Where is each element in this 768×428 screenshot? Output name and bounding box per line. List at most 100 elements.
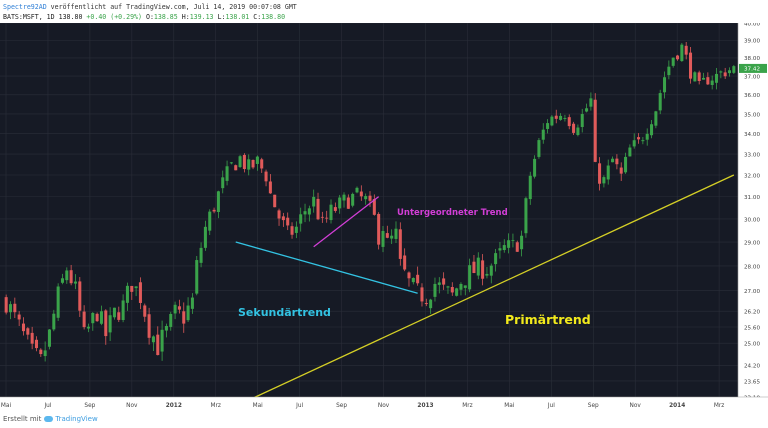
candle-body [173, 304, 177, 314]
last-price: 138.80 [58, 13, 83, 21]
candle [216, 190, 220, 219]
time-tick-label: Mai [253, 403, 264, 409]
candle [515, 240, 519, 252]
candle-body [13, 303, 17, 313]
candle [377, 212, 381, 250]
candle [671, 57, 675, 68]
candle-body [30, 332, 34, 344]
price-tick-label: 38.00 [744, 56, 760, 62]
candle-body [26, 328, 30, 335]
time-tick-label: Sep [336, 403, 347, 409]
candle [645, 128, 649, 146]
current-price-tag [739, 63, 767, 73]
candle [247, 154, 251, 176]
chart-background [0, 23, 768, 412]
candle-body [424, 303, 428, 305]
candle [598, 157, 602, 191]
candle [169, 311, 173, 331]
candle-body [450, 287, 454, 293]
candle-body [251, 159, 255, 168]
candle-body [398, 229, 402, 259]
candle-body [437, 282, 441, 285]
time-tick-label: Nov [630, 403, 642, 409]
candle-body [151, 336, 155, 343]
candle [489, 263, 493, 284]
candle-body [355, 187, 359, 193]
candle [732, 65, 736, 75]
candle-body [286, 217, 290, 226]
candle-body [563, 118, 567, 119]
candle-body [611, 158, 615, 163]
footer-prefix: Erstellt mit [3, 415, 42, 423]
candle [355, 186, 359, 194]
price-tick-label: 34.00 [744, 132, 760, 138]
candle-body [515, 242, 519, 252]
candle [416, 266, 420, 286]
candle-body [247, 159, 251, 170]
candle [541, 123, 545, 144]
candle [446, 285, 450, 294]
candle-body [481, 260, 485, 279]
publish-info: Spectre92AD veröffentlicht auf TradingVi… [3, 3, 297, 11]
price-axis-background [738, 23, 768, 412]
candle [208, 209, 212, 236]
candle [234, 164, 238, 171]
candle-body [95, 313, 99, 322]
price-chart[interactable]: Untergeordneter Trend Sekundärtrend Primär… [0, 21, 768, 428]
price-tick-label: 28.00 [744, 264, 760, 270]
candle-body [333, 207, 337, 211]
candle [576, 124, 580, 137]
candle [437, 277, 441, 294]
candle-body [108, 315, 112, 333]
candle-body [377, 213, 381, 245]
price-tick-label: 36.00 [744, 93, 760, 99]
candle [164, 323, 168, 338]
candle-body [190, 297, 194, 309]
candle [476, 252, 480, 280]
time-tick-label: Mai [1, 403, 12, 409]
candle [528, 171, 532, 205]
candle [112, 307, 116, 320]
candle-body [598, 163, 602, 184]
candle-body [56, 286, 60, 318]
grid-lines [0, 22, 738, 398]
candle [442, 272, 446, 290]
candle [52, 309, 56, 332]
candle-body [325, 217, 329, 219]
candle [342, 192, 346, 208]
candle-body [403, 255, 407, 270]
candle [589, 92, 593, 111]
candle-body [199, 247, 203, 263]
time-tick-label: Mrz [714, 403, 724, 409]
time-tick-label: Mrz [462, 403, 472, 409]
chart-area[interactable]: Untergeordneter Trend Sekundärtrend Primär… [0, 21, 768, 428]
candle-body [489, 265, 493, 276]
candle [459, 282, 463, 296]
tradingview-logo-icon [44, 416, 54, 422]
candle [455, 287, 459, 297]
candle-body [559, 115, 563, 120]
candle [624, 152, 628, 174]
tradingview-brand-link[interactable]: TradingView [55, 415, 98, 423]
author-link[interactable]: Spectre92AD [3, 3, 47, 11]
time-tick-label: Nov [378, 403, 390, 409]
candle [572, 121, 576, 136]
candle [407, 271, 411, 287]
candle [264, 169, 268, 187]
candle [394, 221, 398, 244]
candle-body [117, 312, 121, 320]
candle [398, 222, 402, 266]
current-price-label: 37.42 [744, 67, 760, 73]
time-tick-label: Sep [84, 403, 95, 409]
candle-body [372, 199, 376, 215]
candle [186, 297, 190, 322]
candle [212, 207, 216, 214]
candle-body [130, 285, 134, 292]
candle [147, 307, 151, 345]
candle-body [4, 297, 8, 313]
candle-body [43, 350, 47, 357]
candle [684, 41, 688, 60]
candle [420, 283, 424, 307]
close-label: C: [253, 13, 262, 21]
symbol-label[interactable]: BATS:MSFT, 1D [3, 13, 55, 21]
